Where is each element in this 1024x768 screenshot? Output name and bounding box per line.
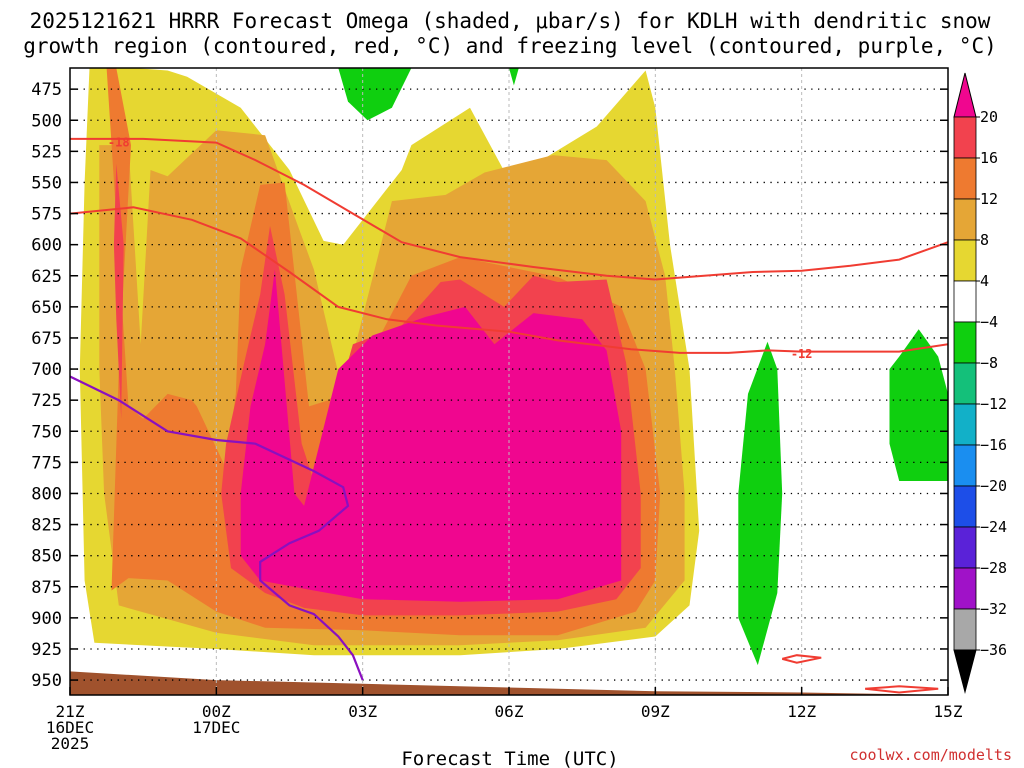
- y-tick-label-575: 575: [31, 205, 62, 225]
- colorbar-band-11: [953, 567, 977, 610]
- y-tick-label-550: 550: [31, 173, 62, 193]
- red-contour-2: [781, 654, 822, 664]
- omega-region-6: [338, 68, 412, 121]
- freezing-level-contour-0: [70, 375, 364, 681]
- red-contour-3: [864, 685, 939, 694]
- colorbar-band-12: [953, 608, 977, 651]
- y-tick-label-725: 725: [31, 391, 62, 411]
- y-tick-label-525: 525: [31, 142, 62, 162]
- colorbar-band-2: [953, 198, 977, 241]
- x-tick-label-0-0: 21Z: [56, 702, 85, 721]
- plot-content: -18 -12: [70, 68, 948, 695]
- y-tick-label-675: 675: [31, 329, 62, 349]
- chart-title: 2025121621 HRRR Forecast Omega (shaded, …: [23, 9, 997, 58]
- y-tick-label-850: 850: [31, 547, 62, 567]
- title-line-1: 2025121621 HRRR Forecast Omega (shaded, …: [30, 9, 991, 33]
- y-axis: 475 500 525 550 575 600 625 650 675 700 725 750 775 8…: [31, 80, 948, 691]
- y-tick-label-825: 825: [31, 516, 62, 536]
- y-tick-label-625: 625: [31, 267, 62, 287]
- omega-region-5: [240, 269, 622, 602]
- plot-area: -18 -12: [69, 67, 949, 696]
- colorbar-label-11: −28: [980, 559, 1007, 577]
- omega-region-7: [509, 68, 519, 86]
- red-contour-label-1: -12: [791, 347, 813, 361]
- colorbar-label-4: 4: [980, 272, 989, 290]
- colorbar-band-3: [953, 239, 977, 282]
- colorbar-label-13: −36: [980, 641, 1007, 659]
- y-tick-label-775: 775: [31, 453, 62, 473]
- y-tick-label-875: 875: [31, 578, 62, 598]
- colorbar: 20 16 12 8 4 −4 −8 −12 −16 −20 −24 −28 −32 −36: [953, 72, 1007, 694]
- colorbar-band-6: [953, 362, 977, 405]
- y-tick-label-475: 475: [31, 80, 62, 100]
- colorbar-label-8: −16: [980, 436, 1007, 454]
- y-tick-label-950: 950: [31, 671, 62, 691]
- x-tick-label-1-0: 00Z: [202, 702, 231, 721]
- x-tick-label-4-0: 09Z: [641, 702, 670, 721]
- x-tick-label-6-0: 15Z: [934, 702, 963, 721]
- credit-link[interactable]: coolwx.com/modelts: [849, 746, 1012, 764]
- x-tick-label-0-1: 16DEC: [46, 718, 94, 737]
- colorbar-band-7: [953, 403, 977, 446]
- x-tick-label-1-1: 17DEC: [192, 718, 240, 737]
- colorbar-label-12: −32: [980, 600, 1007, 618]
- y-tick-label-900: 900: [31, 609, 62, 629]
- x-tick-label-2-0: 03Z: [348, 702, 377, 721]
- colorbar-label-10: −24: [980, 518, 1007, 536]
- colorbar-band-10: [953, 526, 977, 569]
- colorbar-label-5: −4: [980, 313, 998, 331]
- omega-region-3: [113, 163, 124, 419]
- colorbar-label-6: −8: [980, 354, 998, 372]
- x-tick-label-5-0: 12Z: [787, 702, 816, 721]
- x-axis-title: Forecast Time (UTC): [401, 748, 618, 768]
- colorbar-band-9: [953, 485, 977, 528]
- colorbar-label-1: 16: [980, 149, 998, 167]
- omega-region-9: [889, 329, 948, 481]
- colorbar-label-2: 12: [980, 190, 998, 208]
- red-contour-0: [70, 137, 948, 281]
- colorbar-band-8: [953, 444, 977, 487]
- y-tick-label-600: 600: [31, 236, 62, 256]
- colorbar-band-0: [953, 116, 977, 159]
- title-line-2: growth region (contoured, red, °C) and f…: [23, 34, 997, 58]
- colorbar-label-7: −12: [980, 395, 1007, 413]
- colorbar-band-5: [953, 321, 977, 364]
- y-tick-label-650: 650: [31, 298, 62, 318]
- colorbar-label-9: −20: [980, 477, 1007, 495]
- omega-region-8: [738, 341, 783, 666]
- x-tick-label-0-2: 2025: [51, 734, 90, 753]
- y-tick-label-700: 700: [31, 360, 62, 380]
- colorbar-top-arrow: [953, 72, 977, 118]
- colorbar-label-0: 20: [980, 108, 998, 126]
- y-tick-label-925: 925: [31, 640, 62, 660]
- colorbar-band-1: [953, 157, 977, 200]
- y-tick-label-750: 750: [31, 422, 62, 442]
- red-contour-1: [70, 206, 948, 354]
- colorbar-bottom-arrow: [953, 649, 977, 694]
- x-tick-label-3-0: 06Z: [495, 702, 524, 721]
- colorbar-band-4: [953, 280, 977, 323]
- terrain-ground: [70, 671, 948, 695]
- colorbar-label-3: 8: [980, 231, 989, 249]
- y-tick-label-800: 800: [31, 484, 62, 504]
- red-contour-label-0: -18: [108, 135, 130, 149]
- y-tick-label-500: 500: [31, 111, 62, 131]
